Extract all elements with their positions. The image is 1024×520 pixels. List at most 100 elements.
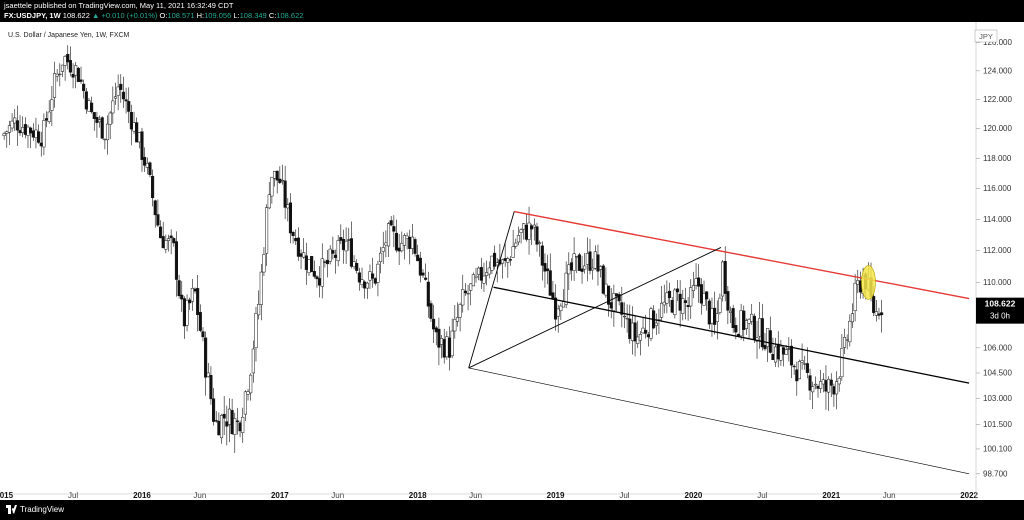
- chart-svg[interactable]: U.S. Dollar / Japanese Yen, 1W, FXCM 201…: [0, 22, 1024, 500]
- candle-body: [638, 333, 642, 341]
- currency-box[interactable]: [974, 29, 998, 43]
- candle-body: [254, 313, 258, 349]
- candle-body: [341, 238, 346, 250]
- candle-body: [758, 318, 762, 337]
- candle-body: [813, 383, 817, 386]
- candle-body: [784, 349, 788, 355]
- candle-body: [233, 418, 237, 435]
- candle-body: [789, 345, 794, 366]
- publish-info: jsaettele published on TradingView.com, …: [4, 1, 234, 10]
- candle-body: [829, 379, 833, 386]
- candle-body: [222, 413, 226, 419]
- candle-body: [522, 223, 526, 230]
- candle-body: [166, 238, 171, 241]
- candle-body: [381, 247, 385, 252]
- candle-body: [47, 111, 51, 123]
- y-tick-label: 101.500: [983, 420, 1012, 429]
- candle-body: [52, 73, 57, 98]
- candle-body: [670, 299, 674, 313]
- candles: [2, 45, 884, 454]
- candle-body: [564, 272, 568, 305]
- candle-body: [850, 313, 855, 323]
- y-tick-label: 103.000: [983, 394, 1012, 403]
- candle-body: [384, 242, 388, 246]
- candle-body: [493, 252, 497, 267]
- candle-body: [455, 317, 460, 322]
- close-value: 108.622: [276, 11, 304, 20]
- candle-body: [768, 330, 772, 353]
- chart-area[interactable]: U.S. Dollar / Japanese Yen, 1W, FXCM 201…: [0, 22, 1024, 500]
- candle-body: [471, 274, 475, 287]
- candle-body: [458, 304, 462, 318]
- candle-body: [599, 266, 603, 270]
- candle-body: [736, 333, 741, 337]
- candle-body: [363, 281, 367, 289]
- candle-body: [553, 297, 558, 320]
- candle-body: [257, 304, 261, 316]
- candle-body: [508, 259, 513, 261]
- candle-body: [874, 311, 878, 316]
- candle-body: [567, 264, 571, 275]
- candle-body: [503, 258, 507, 261]
- price-tag-value: 108.622: [985, 299, 1016, 309]
- candle-body: [516, 235, 520, 243]
- candle-body: [466, 292, 470, 295]
- candle-body: [538, 242, 542, 244]
- candle-body: [135, 122, 139, 143]
- candle-body: [524, 224, 528, 240]
- x-tick-label: 2021: [822, 491, 840, 500]
- candle-body: [665, 292, 669, 304]
- candle-body: [699, 284, 703, 304]
- candle-body: [572, 253, 576, 271]
- x-tick-label: 2015: [0, 491, 14, 500]
- candle-body: [172, 238, 176, 244]
- candle-body: [644, 329, 648, 334]
- candle-body: [604, 283, 608, 296]
- candle-body: [39, 142, 43, 147]
- candle-body: [681, 298, 685, 314]
- candle-body: [787, 348, 791, 350]
- candle-body: [408, 236, 412, 249]
- candle-body: [805, 363, 809, 373]
- x-tick-label: Jun: [883, 491, 896, 500]
- candle-body: [204, 337, 208, 378]
- candle-body: [265, 207, 269, 254]
- candle-body: [641, 327, 645, 334]
- candle-body: [803, 363, 807, 365]
- candle-body: [609, 302, 613, 309]
- candle-body: [750, 313, 754, 322]
- candle-body: [548, 270, 552, 296]
- candle-body: [540, 245, 544, 266]
- candle-body: [193, 288, 197, 292]
- candle-body: [331, 250, 335, 254]
- candle-body: [379, 252, 383, 263]
- candle-body: [691, 285, 695, 291]
- candle-body: [299, 253, 303, 257]
- candle-body: [302, 252, 306, 258]
- candle-body: [654, 322, 658, 326]
- candle-body: [373, 278, 377, 284]
- x-tick-label: 2016: [133, 491, 151, 500]
- trendline-red-resistance: [514, 210, 970, 300]
- publish-header: jsaettele published on TradingView.com, …: [0, 0, 1024, 22]
- candle-body: [29, 127, 33, 134]
- candle-body: [291, 231, 295, 236]
- ohlc-row: FX:USDJPY, 1W 108.622 ▲ +0.010 (+0.01%) …: [4, 11, 1020, 21]
- candle-body: [675, 288, 680, 293]
- candle-body: [66, 53, 70, 63]
- candle-body: [495, 262, 499, 266]
- candle-body: [500, 259, 505, 264]
- candle-body: [416, 254, 420, 262]
- x-tick-label: 2019: [547, 491, 565, 500]
- candle-body: [156, 214, 160, 226]
- candle-body: [129, 112, 133, 130]
- candle-body: [707, 300, 711, 325]
- candle-body: [158, 226, 163, 239]
- x-tick-label: Jun: [331, 491, 344, 500]
- candle-body: [225, 421, 229, 427]
- candle-body: [397, 247, 401, 252]
- candle-body: [569, 262, 574, 271]
- candle-body: [174, 241, 179, 280]
- candle-body: [530, 225, 534, 230]
- candle-body: [596, 254, 600, 272]
